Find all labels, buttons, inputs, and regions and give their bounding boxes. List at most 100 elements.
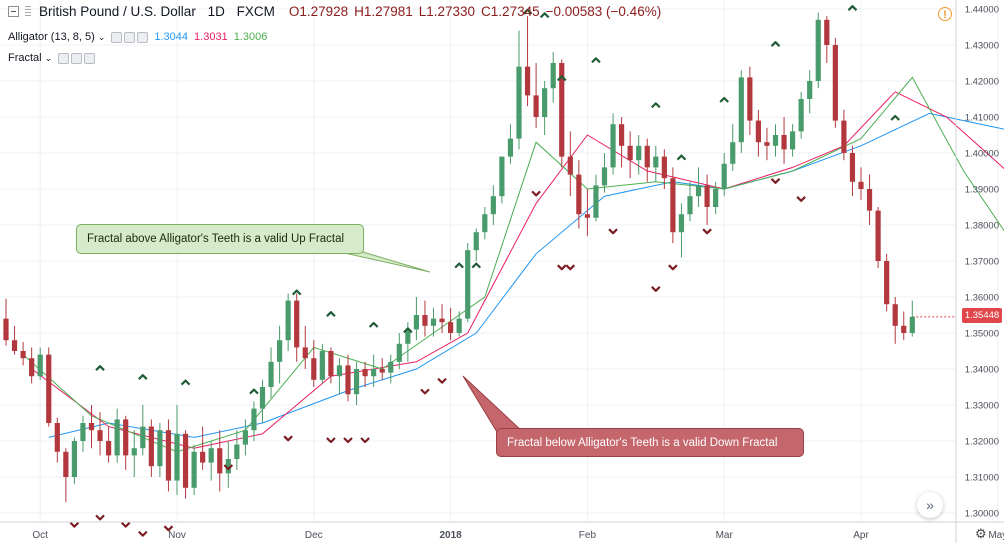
y-tick-label: 1.33000 [965,401,999,412]
candle-body [131,448,137,456]
candle-body [542,88,548,117]
candle-body [644,145,650,168]
candle-body [832,45,838,121]
candle [217,430,223,492]
candle [713,181,719,215]
candle-body [46,354,52,423]
down-fractal-callout-text: Fractal below Alligator's Teeth is a val… [507,436,778,449]
symbol-legend: British Pound / U.S. Dollar 1D FXCM O1.2… [8,4,661,19]
close-value: C1.27345 [481,4,540,19]
candle-body [516,66,522,139]
candle [730,124,736,171]
candle [695,167,702,207]
candle-body [448,322,454,333]
y-tick-label: 1.31000 [965,473,999,484]
candle-body [106,441,112,456]
chevron-down-icon[interactable]: ⌄ [97,31,106,42]
candle [866,174,873,225]
collapse-legend-icon[interactable] [8,6,19,17]
fractal-label[interactable]: Fractal [8,52,42,64]
candle [302,325,308,369]
fractal-up-marker [249,388,259,395]
eye-icon[interactable] [58,52,70,64]
candle-body [413,315,419,330]
fractal-up-marker [591,57,601,64]
candle-body [601,167,608,186]
candle-body [285,300,291,341]
close-icon[interactable] [84,52,96,64]
fractal-up-marker [291,289,302,296]
alert-icon[interactable]: ! [938,7,952,21]
symbol-title[interactable]: British Pound / U.S. Dollar 1D FXCM [39,4,275,19]
x-tick-label: May [988,530,1004,541]
candle [841,109,847,161]
change-value: −0.00583 (−0.46%) [545,4,662,19]
candle [901,311,907,341]
candle [336,358,343,395]
candle-body [790,131,796,150]
fractal-down-marker [668,264,678,271]
scroll-to-realtime-button[interactable]: » [917,492,943,518]
y-tick-label: 1.37000 [965,257,999,268]
candle-body [259,387,266,409]
candle [106,426,112,463]
fractal-up-marker [138,374,148,380]
candle-body [550,63,556,89]
fractal-down-marker [360,437,370,444]
candle [884,253,890,312]
candle [277,325,283,384]
chevron-down-icon[interactable]: ⌄ [44,52,53,63]
fractal-down-marker [556,264,567,271]
fractal-up-marker [651,102,661,109]
candle [88,405,95,449]
candle-body [875,210,881,261]
candle [294,293,300,362]
candle [71,437,77,485]
candle [567,131,573,197]
candle [140,405,146,456]
candle-body [619,124,625,146]
fractal-up-marker [180,379,191,386]
candle [242,419,248,456]
candle-body [88,423,95,431]
y-tick-label: 1.41000 [965,113,999,124]
fractal-up-marker [95,365,105,371]
x-tick-label: Apr [853,530,869,541]
drag-grip-icon[interactable] [25,6,31,17]
candle [619,117,625,168]
settings-gear-icon[interactable]: ⚙ [975,526,987,541]
alligator-teeth-line [31,91,1004,449]
candle [3,298,9,346]
x-tick-label: Oct [32,530,48,541]
candle [781,117,787,164]
y-tick-label: 1.32000 [965,437,999,448]
eye-icon[interactable] [111,31,123,43]
gear-icon[interactable] [71,52,83,64]
fractal-up-marker [890,114,900,121]
alligator-label[interactable]: Alligator (13, 8, 5) [8,31,95,43]
candle [507,124,514,164]
close-icon[interactable] [137,31,149,43]
down-fractal-callout: Fractal below Alligator's Teeth is a val… [496,428,804,457]
candle [251,401,257,441]
candle-body [157,430,163,467]
fractal-down-marker [796,196,806,202]
candle-body [371,369,377,377]
candle-body [140,426,146,449]
candle [63,448,69,503]
candle [849,145,856,197]
candle-body [849,153,856,182]
candle-body [294,300,300,348]
candle [533,63,539,128]
candle [268,347,274,398]
candle-body [584,214,590,218]
y-tick-label: 1.30000 [965,509,999,520]
candle [772,124,779,157]
gear-icon[interactable] [124,31,136,43]
fractal-up-marker [368,321,379,328]
candle-body [11,340,18,351]
candle-body [670,178,676,233]
